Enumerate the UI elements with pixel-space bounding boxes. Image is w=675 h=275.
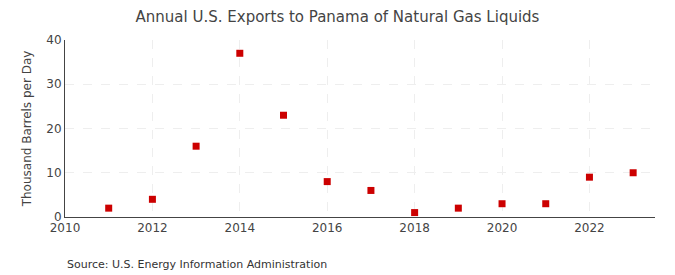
svg-text:Source: U.S. Energy Informatio: Source: U.S. Energy Information Administ…	[67, 258, 327, 271]
svg-text:Annual U.S. Exports to Panama: Annual U.S. Exports to Panama of Natural…	[136, 8, 540, 26]
svg-text:2020: 2020	[487, 221, 518, 235]
svg-text:0: 0	[54, 210, 62, 224]
svg-text:Thousand Barrels per Day: Thousand Barrels per Day	[20, 51, 34, 208]
svg-text:2016: 2016	[312, 221, 343, 235]
svg-text:10: 10	[46, 166, 61, 180]
svg-text:2014: 2014	[225, 221, 256, 235]
svg-text:2022: 2022	[574, 221, 605, 235]
svg-text:40: 40	[46, 33, 61, 47]
svg-text:2010: 2010	[50, 221, 81, 235]
svg-text:2012: 2012	[137, 221, 168, 235]
svg-text:2018: 2018	[399, 221, 430, 235]
svg-text:30: 30	[46, 77, 61, 91]
svg-text:20: 20	[46, 122, 61, 136]
